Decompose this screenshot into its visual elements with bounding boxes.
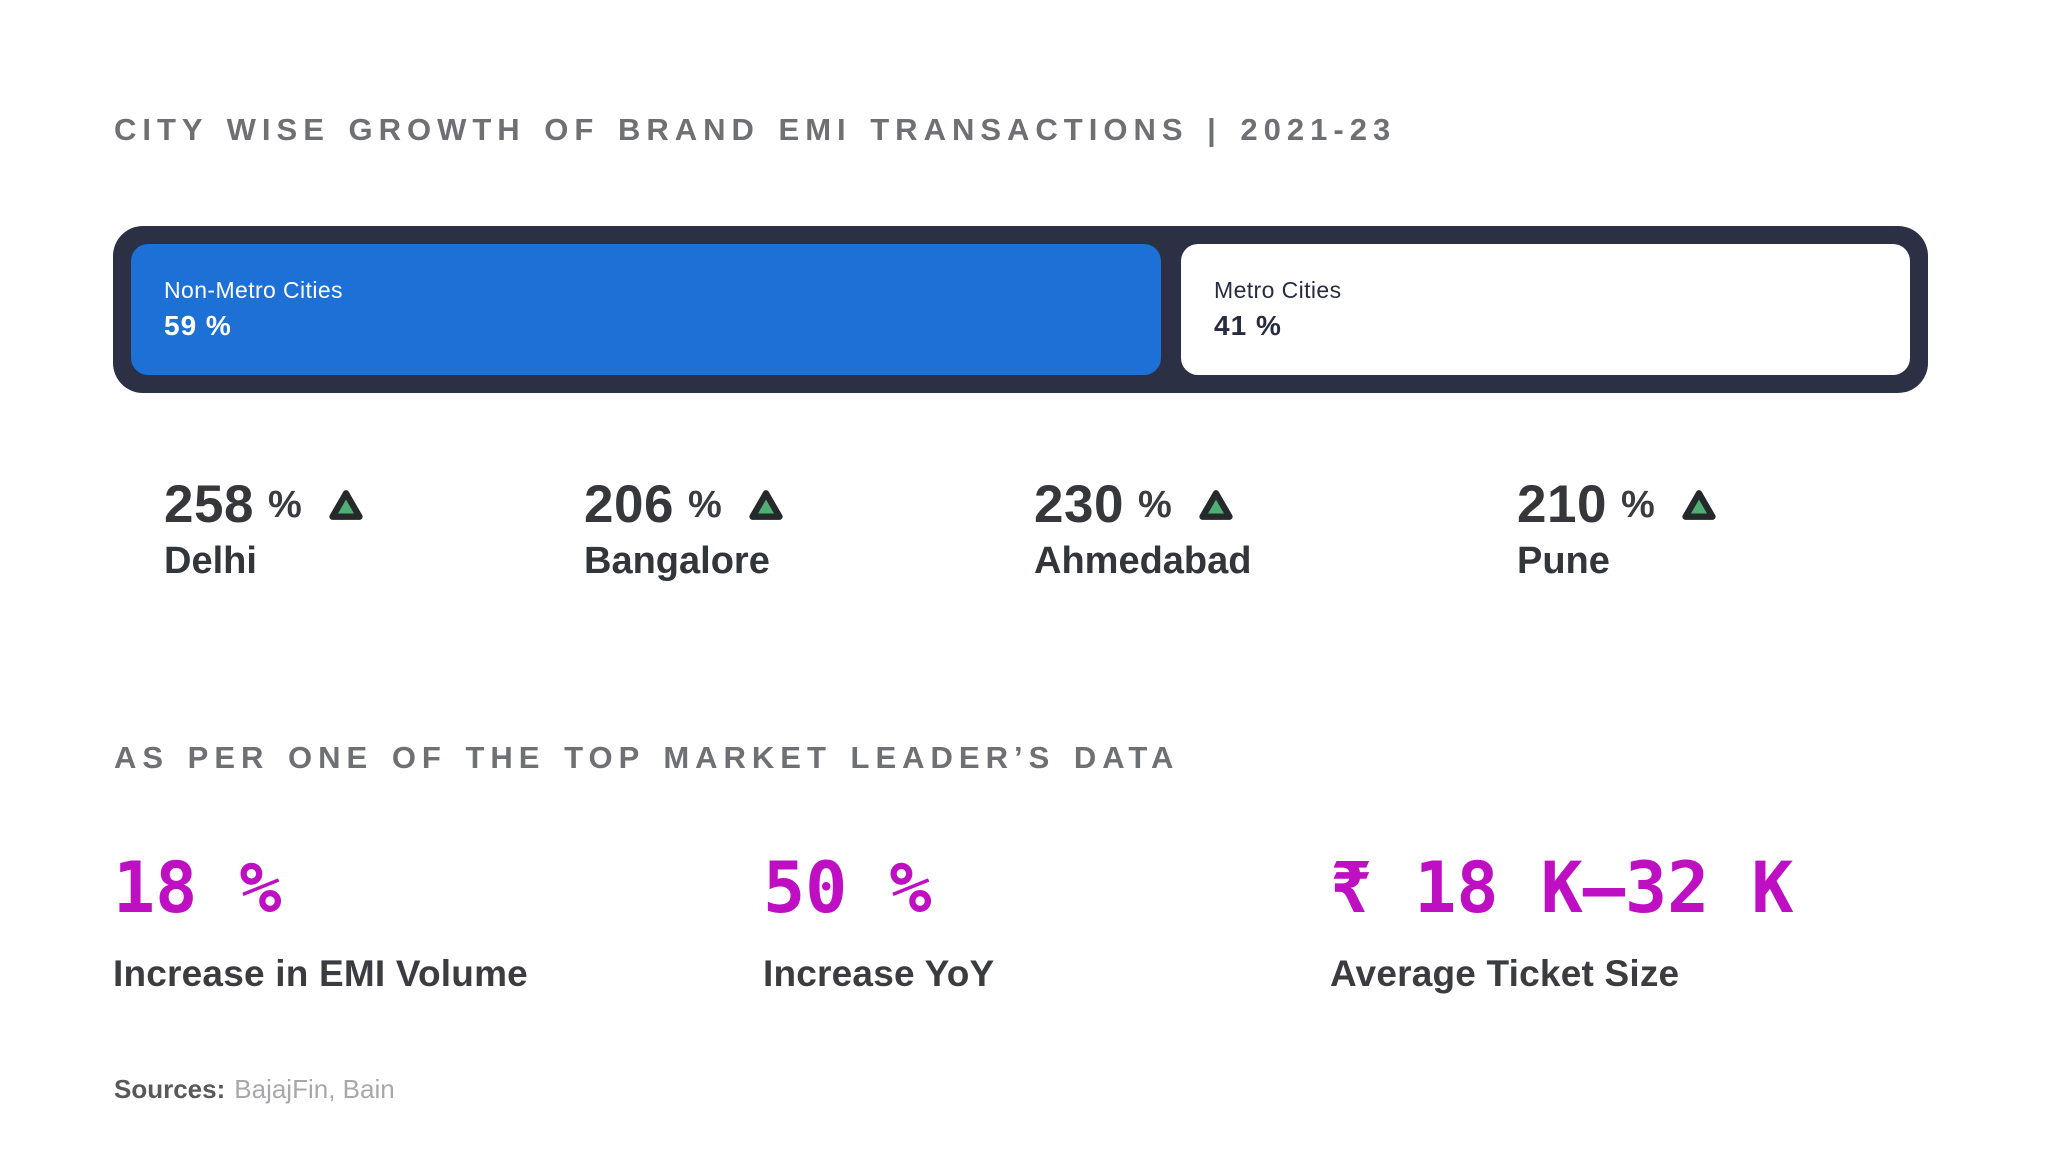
metro-value: 41 % [1214,310,1282,341]
stat-average-ticket-size: ₹ 18 K–32 K Average Ticket Size [1330,853,1794,992]
stat-emi-volume: 18 % Increase in EMI Volume [113,853,528,992]
sources-value: BajajFin, Bain [234,1074,395,1104]
city-growth-value: 206 [584,475,674,534]
city-growth-unit: % [687,483,722,526]
sources-label: Sources: [114,1074,226,1104]
stat-label: Increase YoY [763,953,995,994]
trend-up-icon [326,487,366,523]
trend-up-icon [1196,487,1236,523]
market-leader-stats-row: 18 % Increase in EMI Volume 50 % Increas… [0,853,2048,1033]
non-metro-label: Non-Metro Cities [164,277,343,303]
sources-line: Sources: BajajFin, Bain [114,1076,395,1102]
stat-value: ₹ 18 K–32 K [1330,847,1794,929]
city-name: Ahmedabad [1034,540,1252,582]
city-growth-unit: % [1137,483,1172,526]
city-stat-pune: 210 % Pune [1517,478,1719,584]
city-stat-bangalore: 206 % Bangalore [584,478,786,584]
trend-up-icon [1679,487,1719,523]
metro-label: Metro Cities [1214,277,1342,303]
bar-segment-non-metro: Non-Metro Cities 59 % [131,244,1162,375]
city-name: Pune [1517,540,1610,582]
city-stat-ahmedabad: 230 % Ahmedabad [1034,478,1251,584]
bar-segment-metro: Metro Cities 41 % [1181,244,1910,375]
city-growth-unit: % [267,483,302,526]
city-name: Bangalore [584,540,770,582]
stat-label: Average Ticket Size [1330,953,1680,994]
city-growth-value: 230 [1034,475,1124,534]
stat-value: 18 % [113,847,282,929]
city-growth-unit: % [1620,483,1655,526]
city-growth-value: 210 [1517,475,1607,534]
city-growth-row: 258 % Delhi 206 % Bangalore 230 % [0,478,2048,598]
city-name: Delhi [164,540,257,582]
trend-up-icon [746,487,786,523]
stat-value: 50 % [763,847,932,929]
stat-increase-yoy: 50 % Increase YoY [763,853,994,992]
city-stat-delhi: 258 % Delhi [164,478,366,584]
non-metro-value: 59 % [164,310,232,341]
metro-split-bar: Non-Metro Cities 59 % Metro Cities 41 % [113,226,1928,393]
city-growth-value: 258 [164,475,254,534]
stat-label: Increase in EMI Volume [113,953,528,994]
market-leader-heading: AS PER ONE OF THE TOP MARKET LEADER’S DA… [114,740,1180,775]
page-title: CITY WISE GROWTH OF BRAND EMI TRANSACTIO… [114,112,1397,147]
